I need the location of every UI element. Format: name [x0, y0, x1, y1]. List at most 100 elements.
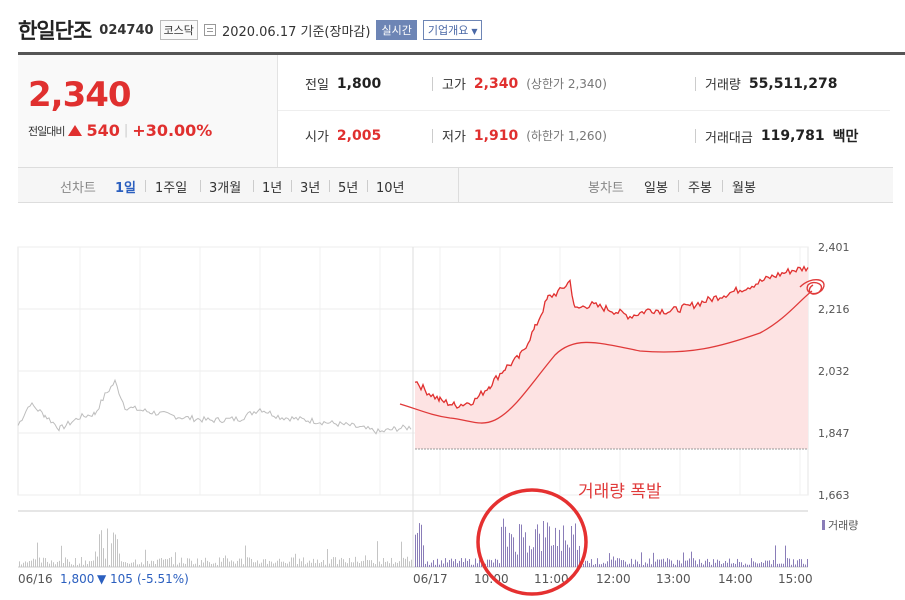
prev-close: 전일 1,800: [305, 74, 381, 94]
volume-bar-prev: [411, 559, 412, 567]
volume-bar-prev: [25, 561, 26, 567]
tab-10year[interactable]: 10년: [376, 181, 405, 196]
volume-bar-prev: [43, 557, 44, 567]
volume-bar-today: [439, 564, 440, 567]
summary-date: 06/16: [18, 572, 53, 586]
volume-bar-today: [705, 560, 706, 567]
volume-bar-prev: [313, 558, 314, 567]
volume-bar-prev: [355, 556, 356, 567]
volume-bar-prev: [273, 563, 274, 567]
volume-bar-today: [423, 545, 424, 567]
volume-bar-today: [493, 562, 494, 567]
volume-bar-today: [803, 563, 804, 567]
volume-bar-today: [441, 560, 442, 567]
tab-1week[interactable]: 1주일: [155, 181, 188, 196]
volume-bar-prev: [217, 564, 218, 567]
volume-bar-prev: [337, 564, 338, 567]
realtime-button[interactable]: 실시간: [376, 20, 417, 40]
calendar-icon: [203, 24, 216, 36]
volume-bar-today: [535, 529, 536, 567]
line-chart-label: 선차트: [60, 181, 96, 196]
high-price: 고가 2,340 (상한가 2,340): [442, 74, 607, 94]
volume-bar-today: [765, 560, 766, 567]
volume-bar-prev: [245, 545, 246, 567]
volume-legend: 거래량: [828, 519, 858, 532]
volume-bar-prev: [297, 564, 298, 567]
volume-bar-prev: [285, 562, 286, 567]
volume-bar-prev: [75, 558, 76, 567]
volume-bar-today: [781, 563, 782, 567]
volume-bar-prev: [209, 562, 210, 567]
change-separator: |: [123, 123, 129, 138]
volume-bar-prev: [321, 562, 322, 567]
volume-bar-prev: [177, 564, 178, 567]
tab-separator: [678, 180, 679, 192]
volume-bar-prev: [189, 558, 190, 567]
tab-5year[interactable]: 5년: [338, 181, 359, 196]
volume-bar-today: [779, 563, 780, 567]
volume-bar-prev: [41, 562, 42, 567]
volume-bar-today: [661, 559, 662, 567]
volume-bar-prev: [323, 560, 324, 567]
volume-bar-today: [733, 563, 734, 567]
tab-3year[interactable]: 3년: [300, 181, 321, 196]
volume-bar-today: [681, 563, 682, 567]
x-tick-label: 12:00: [596, 572, 631, 586]
volume-bar-today: [673, 563, 674, 567]
tab-separator: [722, 180, 723, 192]
info-divider: [432, 129, 433, 143]
volume-bar-prev: [227, 558, 228, 567]
volume-bar-prev: [107, 528, 108, 567]
volume-bar-today: [645, 562, 646, 567]
volume-bar-prev: [251, 558, 252, 567]
volume-bar-today: [717, 559, 718, 567]
volume-bar-today: [587, 560, 588, 567]
volume-bar-today: [637, 561, 638, 567]
volume-bar-prev: [135, 559, 136, 567]
tab-1day[interactable]: 1일: [115, 181, 137, 196]
volume-bar-prev: [299, 558, 300, 567]
x-tick-label: 06/17: [413, 572, 448, 586]
tabs-divider: [458, 168, 459, 202]
volume-bar-prev: [329, 563, 330, 567]
volume-bar-prev: [383, 558, 384, 567]
volume-bar-prev: [371, 560, 372, 567]
volume-bar-today: [417, 532, 418, 567]
tab-daily-candle[interactable]: 일봉: [644, 181, 668, 196]
volume-bar-today: [531, 549, 532, 567]
company-overview-dropdown[interactable]: 기업개요 ▼: [422, 20, 483, 40]
volume-bar-prev: [187, 558, 188, 567]
change-value: 540: [86, 121, 120, 140]
amount-label: 거래대금: [705, 130, 753, 146]
open-price: 시가 2,005: [305, 126, 381, 146]
tab-weekly-candle[interactable]: 주봉: [688, 181, 712, 196]
volume-bar-today: [469, 559, 470, 567]
volume-bar-today: [489, 559, 490, 567]
tab-1year[interactable]: 1년: [262, 181, 283, 196]
price-summary: 2,340 전일대비 540 | +30.00%: [18, 55, 278, 167]
volume-bar-today: [591, 559, 592, 567]
volume-bar-prev: [365, 555, 366, 567]
company-overview-label: 기업개요: [427, 24, 469, 37]
volume-bar-prev: [171, 556, 172, 567]
volume-bar-prev: [377, 541, 378, 567]
volume-bar-prev: [111, 543, 112, 567]
volume-bar-today: [461, 558, 462, 567]
volume-bar-prev: [229, 561, 230, 567]
volume-bar-today: [551, 545, 552, 567]
volume-bar-today: [711, 564, 712, 567]
volume-bar-today: [761, 562, 762, 567]
tab-monthly-candle[interactable]: 월봉: [732, 181, 756, 196]
volume-bar-today: [425, 563, 426, 567]
volume-bar-prev: [113, 532, 114, 567]
volume-bar-today: [787, 558, 788, 567]
volume-bar-today: [547, 522, 548, 567]
tab-3month[interactable]: 3개월: [209, 181, 242, 196]
annotation-text: 거래량 폭발: [578, 482, 662, 502]
volume-bar-today: [771, 564, 772, 567]
volume-bar-prev: [99, 534, 100, 567]
volume-bar-today: [541, 551, 542, 567]
volume-bar-today: [643, 564, 644, 567]
tab-separator: [367, 180, 368, 192]
volume-bar-prev: [133, 562, 134, 567]
